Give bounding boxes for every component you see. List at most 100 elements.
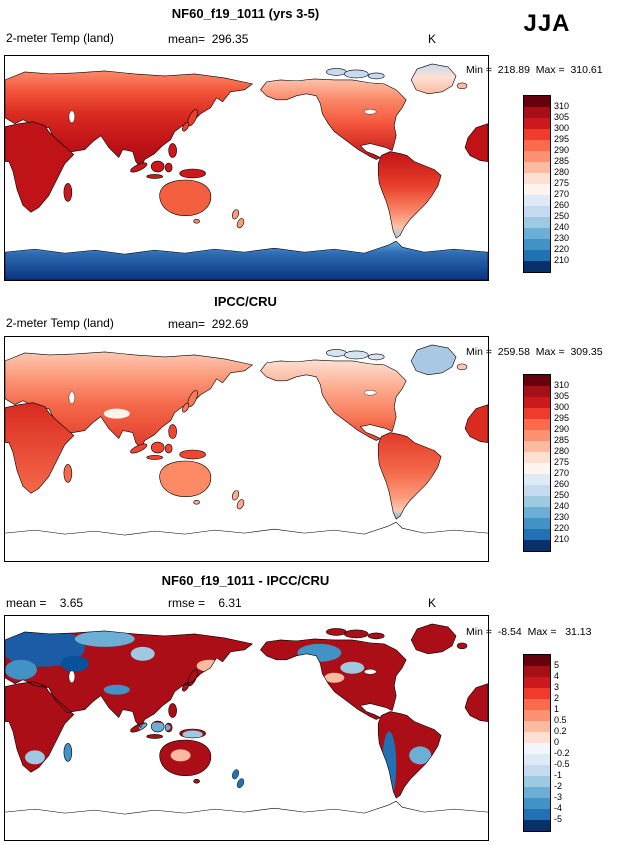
colorbar-tick-label: 270 — [554, 468, 570, 478]
panel3-rmse-label: rmse = 6.31 — [168, 596, 242, 610]
colorbar-cell — [524, 677, 550, 688]
colorbar-tick-label: 1 — [554, 704, 560, 714]
panel1-colorbar-labels: 310 305 300 295 290 285 280 275 270 260 250 240 230 2… — [554, 95, 584, 271]
colorbar-cell — [524, 184, 550, 195]
weak-bias-nw-america — [290, 665, 311, 676]
cold-bias-east-siberia — [130, 646, 155, 661]
panel3-minmax: Min = -8.54 Max = 31.13 — [466, 626, 592, 638]
world-map-obs — [4, 344, 489, 536]
panel2-map — [4, 336, 489, 562]
weak-bias-australia — [170, 749, 191, 762]
colorbar-tick-label: -3 — [554, 792, 563, 802]
cold-bias-new-zealand — [231, 769, 245, 789]
colorbar-tick-label: 300 — [554, 402, 570, 412]
cold-bias-east-canada — [340, 661, 365, 674]
panel3-colorbar-cells — [523, 654, 551, 832]
colorbar-cell — [524, 96, 550, 107]
panel3-units-label: K — [428, 596, 437, 610]
colorbar-tick-label: 240 — [554, 222, 570, 232]
continent-north-america — [259, 78, 407, 161]
panel3-map — [4, 615, 489, 841]
colorbar-cell — [524, 261, 550, 272]
colorbar-tick-label: 260 — [554, 479, 570, 489]
cold-bias-south-africa — [24, 750, 45, 765]
colorbar-cell — [524, 430, 550, 441]
antarctica-coastline — [4, 521, 489, 536]
colorbar-cell — [524, 162, 550, 173]
colorbar-cell — [524, 496, 550, 507]
colorbar-cell — [524, 688, 550, 699]
panel1-variable-label: 2-meter Temp (land) — [6, 31, 114, 45]
panel3-colorbar-labels: 5 4 3 2 1 0.5 0.2 0 -0.2 -0.5 -1 -2 -3 -4 -5 — [554, 654, 584, 830]
continent-africa-west — [464, 123, 489, 163]
colorbar-tick-label: -4 — [554, 803, 563, 813]
colorbar-cell — [524, 397, 550, 408]
continent-africa-west — [464, 404, 489, 444]
panel3-mean-label: mean = 3.65 — [6, 596, 84, 610]
islands-canadian-arctic — [326, 68, 384, 78]
colorbar-cell — [524, 743, 550, 754]
colorbar-cell — [524, 474, 550, 485]
colorbar-tick-label: 260 — [554, 200, 570, 210]
cold-bias-west-russia — [60, 655, 89, 672]
island-iceland — [456, 363, 468, 371]
world-map-model — [4, 63, 489, 281]
colorbar-tick-label: 285 — [554, 435, 570, 445]
colorbar-tick-label: 0.2 — [554, 726, 567, 736]
panel2-minmax: Min = 259.58 Max = 309.35 — [466, 346, 603, 358]
colorbar-tick-label: 285 — [554, 156, 570, 166]
cold-bias-canada — [297, 643, 342, 662]
colorbar-tick-label: 305 — [554, 112, 570, 122]
colorbar-tick-label: 3 — [554, 682, 560, 692]
colorbar-tick-label: 230 — [554, 233, 570, 243]
colorbar-tick-label: 270 — [554, 189, 570, 199]
season-label: JJA — [523, 10, 571, 37]
colorbar-cell — [524, 452, 550, 463]
colorbar-tick-label: 290 — [554, 424, 570, 434]
colorbar-cell — [524, 820, 550, 831]
colorbar-cell — [524, 754, 550, 765]
antarctica-coastline — [4, 800, 489, 815]
colorbar-tick-label: 305 — [554, 391, 570, 401]
panel1-map — [4, 55, 489, 281]
colorbar-tick-label: -2 — [554, 781, 563, 791]
colorbar-cell — [524, 173, 550, 184]
colorbar-cell — [524, 809, 550, 820]
cold-bias-europe — [5, 659, 37, 680]
colorbar-cell — [524, 375, 550, 386]
colorbar-tick-label: 280 — [554, 167, 570, 177]
colorbar-cell — [524, 732, 550, 743]
colorbar-cell — [524, 485, 550, 496]
colorbar-tick-label: 230 — [554, 512, 570, 522]
colorbar-cell — [524, 408, 550, 419]
colorbar-tick-label: 240 — [554, 501, 570, 511]
cold-bias-new-guinea — [182, 730, 203, 739]
colorbar-cell — [524, 441, 550, 452]
colorbar-cell — [524, 217, 550, 228]
colorbar-cell — [524, 699, 550, 710]
island-new-guinea — [179, 449, 207, 460]
island-madagascar — [63, 463, 73, 483]
colorbar-cell — [524, 129, 550, 140]
colorbar-tick-label: 0.5 — [554, 715, 567, 725]
colorbar-tick-label: -0.2 — [554, 748, 570, 758]
colorbar-tick-label: 275 — [554, 457, 570, 467]
cold-bias-andes — [382, 731, 397, 799]
islands-new-zealand — [231, 490, 245, 510]
colorbar-tick-label: 5 — [554, 660, 560, 670]
cold-bias-tibet — [103, 684, 130, 695]
panel1-colorbar: 310 305 300 295 290 285 280 275 270 260 250 240 230 2… — [523, 95, 569, 273]
panel2-variable-label: 2-meter Temp (land) — [6, 316, 114, 330]
continent-australia — [159, 179, 212, 217]
colorbar-tick-label: 4 — [554, 671, 560, 681]
colorbar-cell — [524, 765, 550, 776]
colorbar-cell — [524, 655, 550, 666]
colorbar-cell — [524, 507, 550, 518]
cold-bias-nw-eurasia — [5, 628, 85, 667]
colorbar-tick-label: -5 — [554, 814, 563, 824]
colorbar-tick-label: 295 — [554, 134, 570, 144]
colorbar-cell — [524, 118, 550, 129]
cold-bias-madagascar — [63, 743, 72, 762]
colorbar-cell — [524, 239, 550, 250]
